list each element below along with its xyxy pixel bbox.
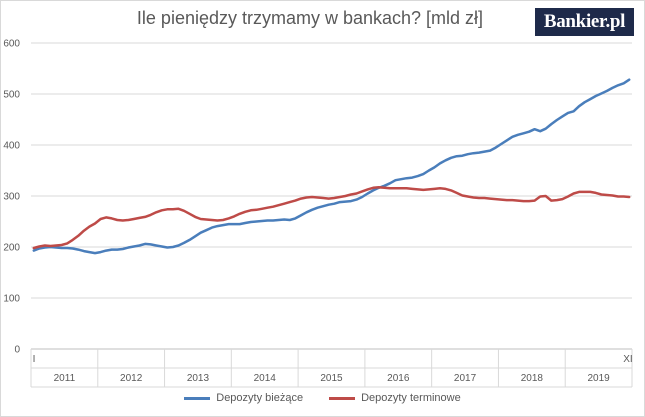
series-lines (32, 78, 631, 255)
chart-title: Ile pieniędzy trzymamy w bankach? [mld z… (136, 8, 484, 28)
bankier-logo: Bankier.pl (535, 8, 634, 36)
x-year-label: 2011 (54, 373, 76, 384)
y-tick-label: 0 (14, 345, 20, 356)
x-year-label: 2018 (521, 373, 544, 384)
series-line-depozyty-terminowe (32, 186, 631, 250)
x-month-label-end: XI (623, 354, 632, 365)
x-year-label: 2015 (320, 373, 343, 384)
y-tick-label: 600 (3, 39, 20, 50)
legend-swatch-terminowe (329, 396, 356, 400)
line-chart: 0 100 200 300 400 500 600 2011 2012 2013 2014 2015 2… (3, 39, 633, 388)
legend-label-terminowe: Depozyty terminowe (361, 392, 461, 404)
legend-item-biezace: Depozyty bieżące (184, 392, 303, 404)
y-tick-label: 100 (3, 294, 20, 305)
y-tick-label: 500 (3, 90, 20, 101)
x-year-label: 2019 (587, 373, 610, 384)
legend: Depozyty bieżące Depozyty terminowe (0, 392, 645, 404)
legend-item-terminowe: Depozyty terminowe (329, 392, 461, 404)
series-line-depozyty-biezace (32, 78, 631, 255)
gridlines (30, 42, 633, 388)
x-year-label: 2014 (254, 373, 277, 384)
axes: 0 100 200 300 400 500 600 2011 2012 2013 2014 2015 2… (3, 39, 632, 385)
y-tick-label: 300 (3, 192, 20, 203)
x-year-label: 2017 (454, 373, 477, 384)
x-year-label: 2012 (120, 373, 143, 384)
legend-swatch-biezace (184, 396, 211, 400)
x-year-label: 2016 (387, 373, 410, 384)
y-tick-label: 200 (3, 243, 20, 254)
legend-label-biezace: Depozyty bieżące (216, 392, 304, 404)
y-tick-label: 400 (3, 141, 20, 152)
x-year-label: 2013 (187, 373, 210, 384)
x-month-label-start: I (33, 354, 36, 365)
